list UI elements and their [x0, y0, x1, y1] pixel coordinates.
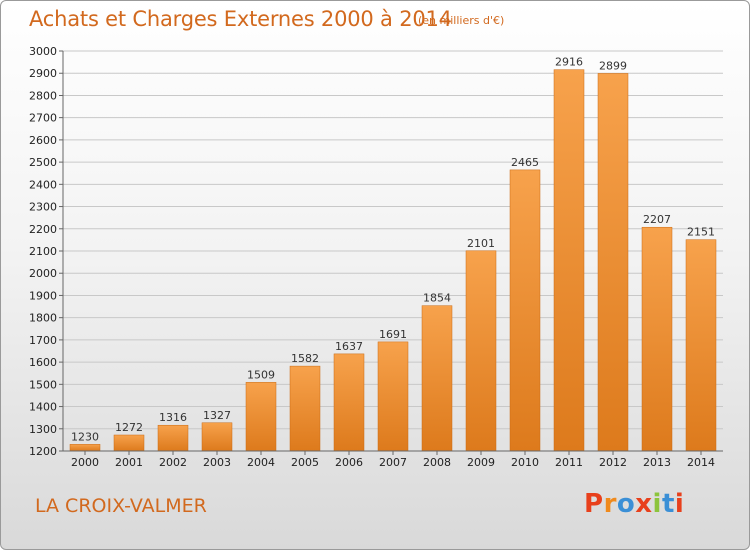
bar [597, 73, 629, 452]
bar-value-label: 2151 [687, 226, 715, 239]
bar [641, 226, 673, 452]
y-tick-label: 2500 [29, 156, 57, 169]
bar [201, 422, 233, 452]
x-tick-label: 2011 [555, 456, 583, 469]
bar-value-label: 1316 [159, 411, 187, 424]
y-tick-label: 2600 [29, 134, 57, 147]
bar [509, 169, 541, 452]
logo-letter: i [652, 489, 662, 519]
y-tick-label: 2000 [29, 267, 57, 280]
x-tick-label: 2008 [423, 456, 451, 469]
bar-value-label: 2207 [643, 213, 671, 226]
bar [289, 365, 321, 452]
y-tick-label: 1900 [29, 289, 57, 302]
chart-subtitle: (en milliers d'€) [418, 14, 505, 27]
x-tick-label: 2006 [335, 456, 363, 469]
bar-value-label: 1637 [335, 340, 363, 353]
y-tick-label: 1400 [29, 401, 57, 414]
bar-value-label: 1327 [203, 409, 231, 422]
y-tick-label: 2300 [29, 201, 57, 214]
bar-value-label: 1272 [115, 421, 143, 434]
y-tick-label: 2700 [29, 112, 57, 125]
bar [69, 444, 101, 452]
x-tick-label: 2004 [247, 456, 275, 469]
y-tick-label: 1800 [29, 312, 57, 325]
x-tick-label: 2007 [379, 456, 407, 469]
y-tick-label: 3000 [29, 45, 57, 58]
y-tick-label: 1500 [29, 378, 57, 391]
bar-value-label: 1509 [247, 368, 275, 381]
logo-letter: P [584, 489, 604, 519]
bar-value-label: 2101 [467, 237, 495, 250]
town-name: LA CROIX-VALMER [35, 495, 207, 517]
bar-value-label: 2916 [555, 56, 583, 69]
bar [113, 434, 145, 452]
x-axis: 2000 2001 2002 2003 2004 2005 2006 2007 2008 2009… [63, 450, 723, 469]
y-tick-label: 1700 [29, 334, 57, 347]
x-tick-label: 2012 [599, 456, 627, 469]
y-tick-label: 1200 [29, 445, 57, 458]
logo-letter: x [635, 489, 653, 519]
bar [465, 250, 497, 452]
bar-value-label: 2465 [511, 156, 539, 169]
bar-value-label: 1691 [379, 328, 407, 341]
bar [333, 353, 365, 452]
logo-letter: r [603, 489, 617, 519]
y-tick-label: 2400 [29, 178, 57, 191]
bar-value-label: 1582 [291, 352, 319, 365]
bars: 1230 1272 1316 1327 1509 1582 1637 1691 1854 2101… [69, 56, 717, 452]
bar [157, 424, 189, 452]
x-tick-label: 2005 [291, 456, 319, 469]
bar-value-label: 1854 [423, 292, 451, 305]
x-tick-label: 2002 [159, 456, 187, 469]
bar [553, 69, 585, 452]
y-tick-label: 2100 [29, 245, 57, 258]
x-tick-label: 2000 [71, 456, 99, 469]
x-tick-label: 2009 [467, 456, 495, 469]
bar [245, 382, 277, 452]
bar-value-label: 1230 [71, 430, 99, 443]
x-tick-label: 2003 [203, 456, 231, 469]
y-tick-label: 2900 [29, 67, 57, 80]
x-tick-label: 2014 [687, 456, 715, 469]
y-tick-label: 1600 [29, 356, 57, 369]
x-tick-label: 2010 [511, 456, 539, 469]
proxiti-logo[interactable]: Proxiti [584, 489, 684, 519]
bar [685, 239, 717, 452]
logo-letter: o [616, 489, 636, 519]
y-tick-label: 1300 [29, 423, 57, 436]
logo-letter: i [674, 489, 685, 519]
x-tick-label: 2001 [115, 456, 143, 469]
y-tick-label: 2200 [29, 223, 57, 236]
y-axis: 1200 1300 1400 1500 1600 1700 1800 1900 2000 2100… [29, 45, 64, 458]
logo-letter: t [661, 489, 675, 519]
chart-title: Achats et Charges Externes 2000 à 2014 [29, 7, 452, 31]
bar [421, 305, 453, 452]
y-tick-label: 2800 [29, 89, 57, 102]
bar [377, 341, 409, 452]
bar-value-label: 2899 [599, 59, 627, 72]
x-tick-label: 2013 [643, 456, 671, 469]
